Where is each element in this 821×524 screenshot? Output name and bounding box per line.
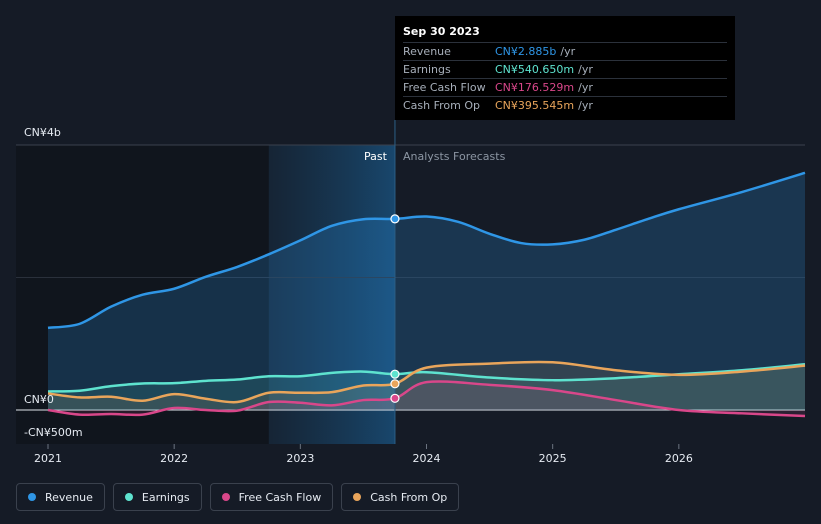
legend-earnings[interactable]: Earnings xyxy=(112,483,202,511)
tooltip-row-name: Revenue xyxy=(403,45,451,58)
earnings-marker xyxy=(390,369,400,379)
tooltip-date: Sep 30 2023 xyxy=(403,25,480,38)
cash-from-op-dot-icon xyxy=(353,493,362,501)
legend-label: Free Cash Flow xyxy=(238,490,322,504)
legend-label: Revenue xyxy=(45,490,93,504)
revenue-marker xyxy=(390,214,400,224)
y-label-bottom: -CN¥500m xyxy=(24,426,83,439)
free-cash-flow-dot-icon xyxy=(221,493,230,501)
tooltip-row-value: CN¥2.885b xyxy=(495,45,557,58)
legend-revenue[interactable]: Revenue xyxy=(16,483,105,511)
free-cash-flow-line xyxy=(47,380,806,418)
free-cash-flow-area xyxy=(48,381,805,416)
revenue-area xyxy=(48,172,805,410)
x-axis: 2021 2022 2023 2024 2025 2026 xyxy=(34,444,693,465)
tooltip-row: Earnings CN¥540.650m /yr xyxy=(403,60,727,78)
forecast-label: Analysts Forecasts xyxy=(403,150,506,163)
revenue-dot-icon xyxy=(28,493,36,501)
cash-from-op-marker xyxy=(390,379,400,389)
y-label-top: CN¥4b xyxy=(24,126,61,139)
x-tick-label: 2026 xyxy=(665,452,693,465)
x-tick-label: 2022 xyxy=(160,452,188,465)
x-tick-label: 2023 xyxy=(286,452,314,465)
tooltip-row-value: CN¥395.545m xyxy=(495,99,575,112)
past-label: Past xyxy=(364,150,388,163)
legend: Revenue Earnings Free Cash Flow Cash Fro… xyxy=(16,483,460,513)
tooltip-row: Revenue CN¥2.885b /yr xyxy=(403,42,727,60)
legend-label: Earnings xyxy=(141,490,190,504)
legend-label: Cash From Op xyxy=(370,490,448,504)
earnings-line xyxy=(47,363,806,393)
cash-from-op-area xyxy=(48,361,805,410)
tooltip-row-name: Free Cash Flow xyxy=(403,81,486,94)
free-cash-flow-marker xyxy=(390,393,400,403)
x-tick-label: 2024 xyxy=(413,452,441,465)
cash-from-op-line xyxy=(47,360,806,404)
earnings-area xyxy=(48,364,805,410)
tooltip-row-unit: /yr xyxy=(578,81,593,94)
tooltip-row: Cash From Op CN¥395.545m /yr xyxy=(403,96,727,114)
tooltip-row-name: Cash From Op xyxy=(403,99,481,112)
legend-cash-from-op[interactable]: Cash From Op xyxy=(341,483,460,511)
x-tick-label: 2025 xyxy=(539,452,567,465)
y-label-zero: CN¥0 xyxy=(24,393,54,406)
tooltip: Sep 30 2023 Revenue CN¥2.885b /yr Earnin… xyxy=(395,16,735,120)
tooltip-row-value: CN¥540.650m xyxy=(495,63,575,76)
tooltip-row: Free Cash Flow CN¥176.529m /yr xyxy=(403,78,727,96)
tooltip-row-unit: /yr xyxy=(578,63,593,76)
tooltip-row-value: CN¥176.529m xyxy=(495,81,575,94)
tooltip-row-name: Earnings xyxy=(403,63,451,76)
earnings-dot-icon xyxy=(124,493,133,501)
past-highlight-region xyxy=(268,145,395,444)
series-areas xyxy=(48,172,805,416)
legend-free-cash-flow[interactable]: Free Cash Flow xyxy=(209,483,334,511)
tooltip-row-unit: /yr xyxy=(578,99,593,112)
tooltip-row-unit: /yr xyxy=(560,45,576,58)
x-tick-label: 2021 xyxy=(34,452,62,465)
hover-markers xyxy=(390,214,400,403)
